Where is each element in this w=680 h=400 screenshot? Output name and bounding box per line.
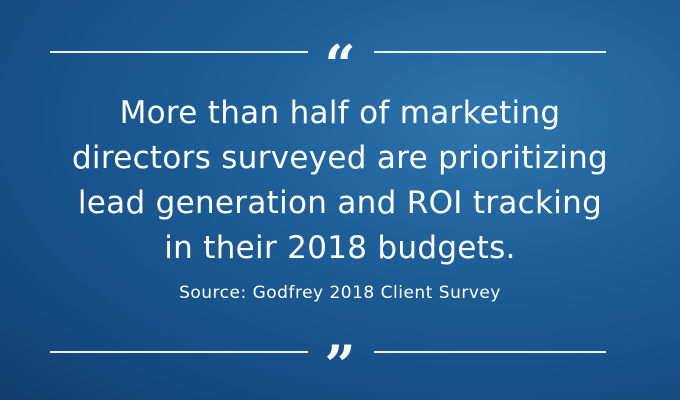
- divider: [374, 351, 606, 353]
- open-quote-mark: “: [324, 33, 356, 97]
- divider: [374, 51, 606, 53]
- source: Source: Godfrey 2018 Client Survey: [179, 283, 501, 303]
- divider: [50, 51, 308, 53]
- quote-line: in their 2018 budgets.: [164, 230, 516, 266]
- quote-line: directors surveyed are prioritizing: [71, 140, 609, 176]
- divider: [50, 351, 308, 353]
- close-quote-mark: ”: [324, 333, 356, 397]
- quote-line: More than half of marketing: [119, 95, 561, 131]
- quote-line: lead generation and ROI tracking: [77, 185, 603, 221]
